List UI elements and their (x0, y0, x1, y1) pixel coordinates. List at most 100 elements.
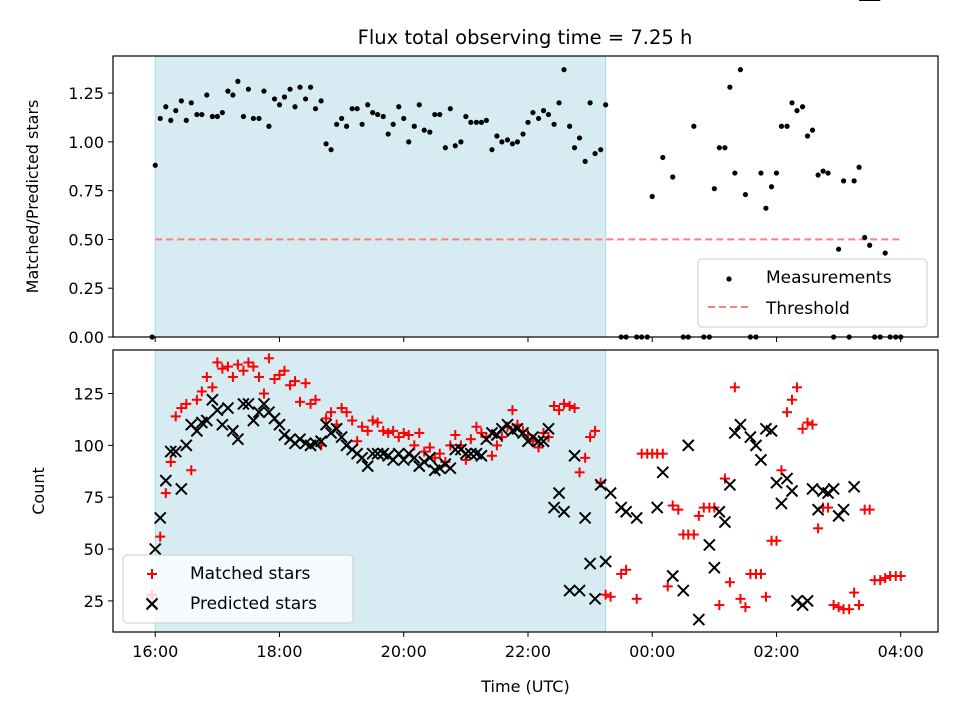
count-legend: Matched stars Predicted stars (122, 554, 354, 624)
matched-star-point (155, 531, 166, 542)
predicted-star-point (459, 447, 473, 460)
predicted-stars-legend-marker (145, 597, 159, 611)
measurement-point (768, 184, 775, 190)
matched-star-point (419, 446, 430, 457)
predicted-star-point (366, 447, 379, 460)
matched-star-point (341, 407, 352, 418)
predicted-star-point (355, 451, 369, 465)
measurement-point (199, 111, 205, 118)
measurement-point (307, 84, 314, 90)
predicted-star-point (495, 422, 509, 436)
predicted-star-point (532, 435, 545, 448)
measurement-point (302, 96, 309, 102)
count-axes-frame (112, 349, 939, 633)
y-tick-label: 0.50 (68, 230, 104, 249)
measurement-point (323, 141, 329, 147)
matched-star-point (813, 523, 824, 534)
predicted-star-point (547, 501, 561, 514)
predicted-star-point (257, 397, 271, 411)
matched-star-point (585, 432, 596, 443)
measurement-point (758, 170, 764, 176)
measurement-points (149, 67, 904, 340)
measurement-point (567, 123, 573, 129)
predicted-star-point (734, 418, 747, 431)
matched-star-point (310, 394, 321, 405)
matched-star-point (465, 434, 476, 445)
predicted-star-point (449, 443, 462, 456)
matched-star-point (657, 448, 668, 459)
measurement-point (235, 78, 241, 84)
matched-star-point (559, 398, 570, 409)
measurement-point (152, 162, 158, 168)
measurement-point (209, 113, 215, 120)
measurement-point (328, 147, 334, 153)
predicted-star-point (444, 461, 457, 475)
matched-star-point (253, 371, 264, 382)
matched-star-point (564, 400, 575, 411)
measurement-point (183, 117, 189, 123)
measurement-point (856, 164, 862, 170)
measurement-point (825, 170, 831, 176)
measurement-point (504, 137, 511, 143)
measurement-point (711, 186, 717, 192)
predicted-star-point (666, 569, 679, 583)
matched-star-point (533, 442, 544, 453)
measurement-point (530, 109, 536, 116)
y-tick-label: 25 (84, 592, 104, 611)
ratio-legend: Measurements Threshold (697, 258, 928, 328)
matched-star-point (160, 488, 171, 499)
predicted-star-point (423, 451, 437, 465)
predicted-star-point (371, 447, 384, 460)
predicted-star-point (775, 497, 788, 510)
measurement-point (375, 111, 381, 118)
y-tick-label: 0.00 (68, 328, 104, 347)
matched-star-point (367, 415, 378, 426)
measurement-point (334, 121, 340, 127)
ratio-y-axis-label: Matched/Predicted stars (23, 100, 42, 294)
predicted-star-point (324, 426, 338, 440)
measurement-point (349, 106, 355, 112)
measurement-point (292, 104, 298, 110)
measurement-point (520, 131, 526, 137)
matched-star-point (828, 600, 839, 611)
predicted-star-point (526, 430, 540, 444)
measurement-point (660, 154, 666, 161)
measurement-point (287, 86, 293, 92)
predicted-star-point (619, 505, 633, 518)
measurement-point (545, 111, 552, 118)
measurement-point (194, 111, 200, 118)
measurement-point (804, 133, 811, 139)
measurement-point (561, 67, 567, 73)
predicted-star-point (847, 480, 861, 494)
measurements-legend-marker (726, 276, 732, 282)
predicted-star-point (630, 511, 643, 525)
measurement-point (256, 115, 262, 122)
measurement-point (188, 100, 194, 106)
measurement-point (794, 108, 800, 114)
matched-star-point (165, 456, 176, 467)
measurement-point (473, 119, 480, 125)
measurement-point (401, 115, 407, 122)
measurement-point (416, 102, 422, 108)
x-tick-label: 18:00 (256, 642, 302, 661)
matched-star-point (383, 427, 394, 438)
matched-star-point (807, 419, 818, 430)
matched-stars-legend-label: Matched stars (190, 564, 310, 584)
predicted-star-point (594, 478, 607, 491)
measurement-point (670, 174, 676, 180)
predicted-star-point (578, 511, 592, 525)
matched-star-point (662, 581, 673, 592)
y-tick-label: 75 (84, 488, 104, 507)
predicted-star-point (319, 418, 333, 431)
x-axis-label: Time (UTC) (480, 677, 569, 696)
matched-star-point (434, 448, 445, 459)
measurement-point (411, 123, 417, 129)
measurement-point (722, 145, 728, 151)
predicted-star-point (293, 432, 307, 446)
measurement-point (297, 84, 303, 90)
matched-star-point (673, 504, 684, 515)
matched-star-point (471, 421, 482, 432)
measurement-point (836, 246, 842, 252)
predicted-star-point (723, 478, 737, 491)
